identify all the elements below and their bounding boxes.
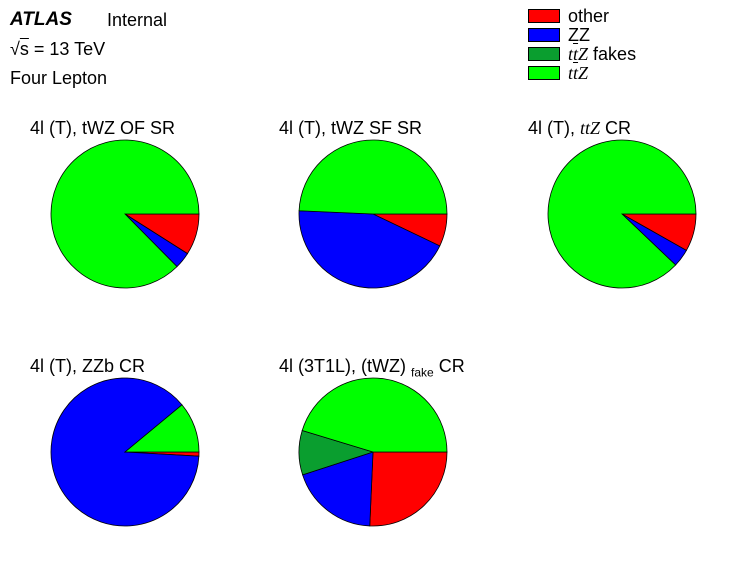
pie-title-twz-of-sr: 4l (T), tWZ OF SR <box>30 118 175 138</box>
pie-slice-ttz <box>298 139 448 215</box>
energy-value: = 13 TeV <box>28 39 106 59</box>
pie-chart-5 <box>298 377 448 527</box>
pie-slice-ttz <box>123 404 200 453</box>
pie-chart-1 <box>50 139 200 289</box>
legend-swatch-ttz <box>528 66 560 80</box>
status-label: Internal <box>107 10 168 30</box>
legend-swatch-ttz-fakes <box>528 47 560 61</box>
pie-title-twz-fake-cr: 4l (3T1L), (tWZ) fake CR <box>279 356 465 380</box>
legend-swatch-zz <box>528 28 560 42</box>
pie-slice-zz <box>302 451 374 527</box>
energy-label: √s = 13 TeV <box>10 39 105 60</box>
pie-chart-2 <box>298 139 448 289</box>
experiment-label: ATLAS <box>10 9 72 30</box>
pie-title-ttz-cr: 4l (T), ttZ CR <box>528 118 632 138</box>
pie-slice-zz <box>298 210 441 289</box>
pie-slice-other <box>369 451 448 527</box>
sqrt-sign: √ <box>10 39 20 59</box>
legend-label-ttz-fakes: ttZ fakes <box>568 44 637 64</box>
legend-swatch-other <box>528 9 560 23</box>
pie-slice-ttz <box>301 377 448 453</box>
legend-label-zz: ZZ <box>568 25 590 45</box>
pie-chart-4 <box>50 377 200 527</box>
pie-chart-3 <box>547 139 697 289</box>
pie-slice-ttz <box>50 139 200 289</box>
legend-label-ttz: ttZ <box>568 63 589 83</box>
legend-label-other: other <box>568 6 610 26</box>
energy-symbol: s <box>19 39 29 59</box>
pie-title-twz-sf-sr: 4l (T), tWZ SF SR <box>279 118 422 138</box>
region-label: Four Lepton <box>10 68 108 88</box>
pie-slice-ttz <box>547 139 697 289</box>
pie-title-zzb-cr: 4l (T), ZZb CR <box>30 356 145 376</box>
